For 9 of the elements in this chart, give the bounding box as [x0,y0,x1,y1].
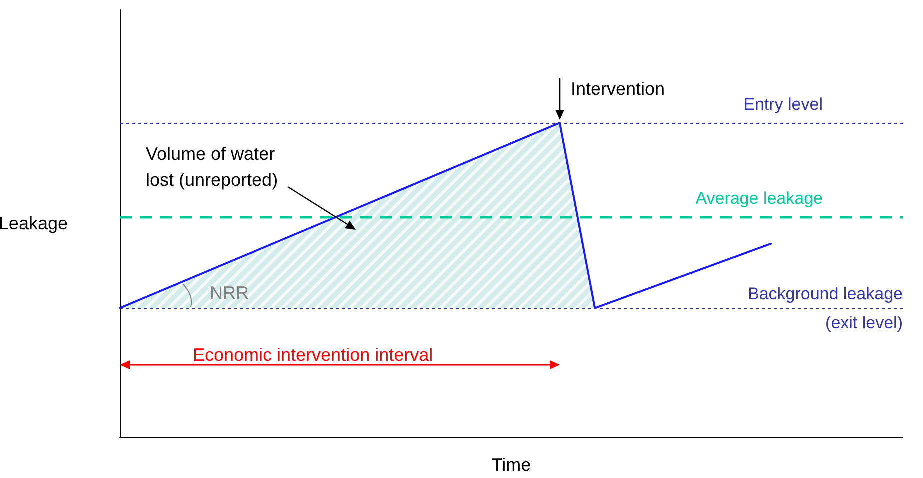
annotation: Volume of water lost (unreported) [146,144,278,190]
y-axis-title: Leakage [0,214,68,234]
ref-line-label: Background leakage (exit level) [748,284,903,332]
annotation: Economic intervention interval [193,345,434,365]
ref-line-label: Average leakage [696,189,823,208]
text: Intervention [571,79,666,99]
ref-line-label: Entry level [744,95,823,114]
x-axis-title: Time [492,455,532,475]
annotation: NRR [210,283,249,303]
